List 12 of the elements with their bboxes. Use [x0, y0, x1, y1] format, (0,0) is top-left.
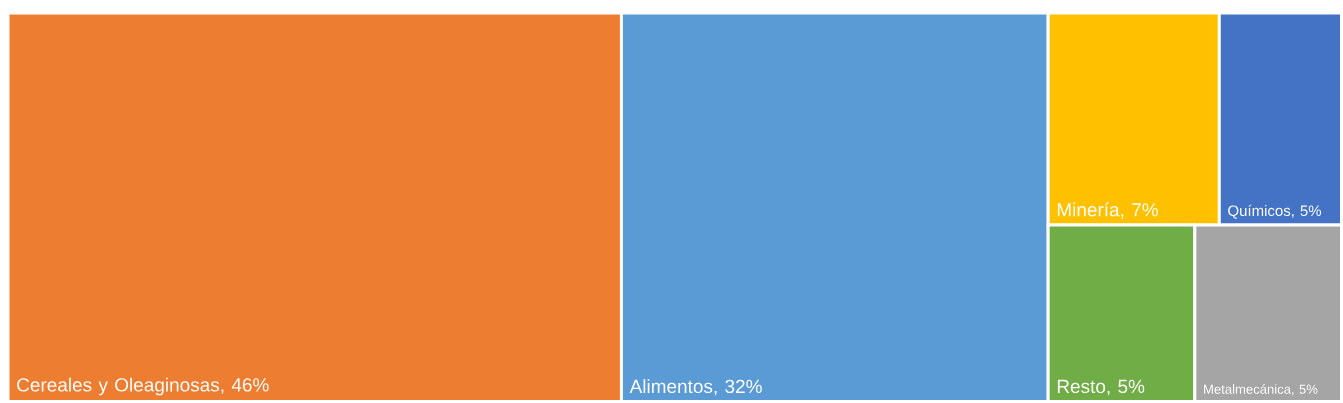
category-label: Alimentos	[629, 379, 713, 394]
category-label: Resto	[1057, 379, 1106, 394]
category-label: Cereales y Oleaginosas	[17, 377, 220, 396]
data-label: , 5%	[1292, 384, 1318, 396]
category-label: Químicos	[1228, 204, 1291, 219]
category-label: Metalmecánica	[1204, 384, 1291, 394]
data-label: , 7%	[1121, 203, 1158, 219]
data-label: , 46%	[221, 378, 269, 394]
data-label: , 5%	[1292, 205, 1322, 218]
data-label: , 5%	[1107, 379, 1145, 396]
category-label: Minería	[1057, 202, 1120, 217]
data-label: , 32%	[714, 379, 762, 396]
